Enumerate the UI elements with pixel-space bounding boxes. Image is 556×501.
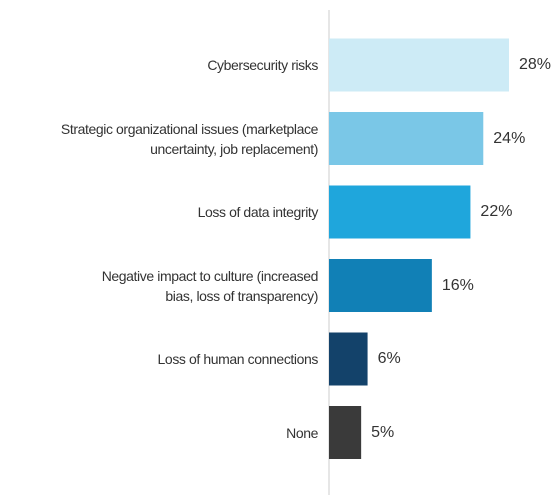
value-label: 28% <box>519 56 552 73</box>
category-label: Negative impact to culture (increased bi… <box>101 267 319 304</box>
value-label: 6% <box>377 350 401 367</box>
value-label: 16% <box>441 276 474 294</box>
bar <box>329 259 432 312</box>
bar <box>329 185 471 239</box>
bar <box>329 112 484 165</box>
value-label: 22% <box>480 203 513 220</box>
bar <box>329 406 362 459</box>
value-label: 5% <box>371 423 395 441</box>
bar <box>329 38 509 92</box>
category-label: Loss of data integrity <box>197 204 319 220</box>
category-label: None <box>286 424 318 441</box>
category-label: Cybersecurity risks <box>207 57 318 73</box>
value-label: 24% <box>493 129 526 147</box>
category-label: Strategic organizational issues (marketp… <box>60 120 318 157</box>
bar <box>329 332 368 386</box>
category-label: Loss of human connections <box>157 351 319 367</box>
